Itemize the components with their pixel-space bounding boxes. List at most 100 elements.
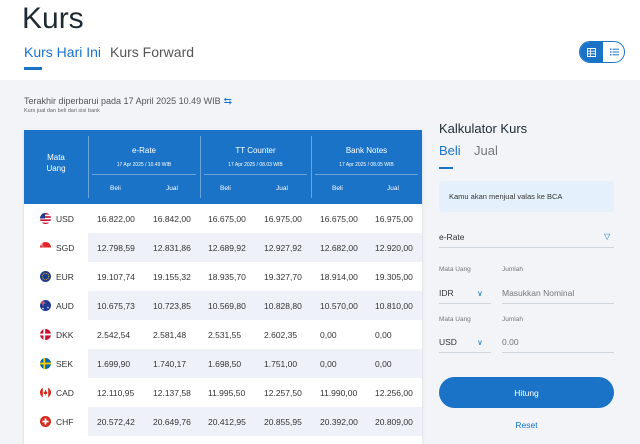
currency-cell: DKK	[24, 320, 88, 349]
table-row: CHF 20.572,42 20.649,76 20.412,95 20.855…	[24, 407, 422, 436]
currency-header: Mata Uang	[24, 152, 88, 174]
from-currency-value: IDR	[439, 288, 454, 298]
table-header: Mata Uang e-Rate 17 Apr 2025 / 10.49 WIB…	[24, 130, 422, 204]
table-row: CAD 12.110,95 12.137,58 11.995,50 12.257…	[24, 378, 422, 407]
currency-code: CHF	[56, 417, 74, 427]
erate-sell: 16.842,00	[153, 214, 191, 224]
subheader-buy: Beli	[332, 185, 343, 192]
tt-sell: 19.327,70	[264, 272, 302, 282]
tt-buy: 10.569,80	[208, 301, 246, 311]
from-currency-select[interactable]: IDR ∨	[439, 288, 491, 304]
table-row: AUD 10.675,73 10.723,85 10.569,80 10.828…	[24, 291, 422, 320]
bn-sell: 16.975,00	[375, 214, 413, 224]
tab-kurs-forward[interactable]: Kurs Forward	[110, 44, 195, 60]
table-row: SEK 1.699,90 1.740,17 1.698,50 1.751,00 …	[24, 349, 422, 378]
tt-buy: 20.412,95	[208, 417, 246, 427]
erate-buy: 1.699,90	[97, 359, 131, 369]
calc-active-tab-indicator	[439, 167, 453, 169]
calc-tab-beli[interactable]: Beli	[439, 143, 461, 158]
tt-sell: 2.602,35	[264, 330, 298, 340]
currency-code: SGD	[56, 243, 75, 253]
bn-buy: 10.570,00	[320, 301, 358, 311]
chevron-down-icon: ∨	[477, 289, 483, 298]
chevron-down-icon: ▽	[604, 232, 611, 241]
calculator-title: Kalkulator Kurs	[439, 121, 528, 136]
currency-cell: USD	[24, 204, 88, 233]
erate-buy: 12.798,59	[97, 243, 135, 253]
header-divider	[204, 174, 307, 175]
bn-buy: 20.392,00	[320, 417, 358, 427]
grid-view-button[interactable]	[580, 42, 603, 62]
tt-buy: 18.935,70	[208, 272, 246, 282]
rate-type-select[interactable]: e-Rate ▽	[439, 232, 614, 248]
reset-link[interactable]: Reset	[515, 420, 538, 430]
page-title: Kurs	[22, 2, 84, 35]
bn-sell: 20.809,00	[375, 417, 413, 427]
subheader-sell: Jual	[387, 185, 399, 192]
currency-cell: CAD	[24, 378, 88, 407]
erate-sell: 12.137,58	[153, 388, 191, 398]
header-divider	[88, 136, 89, 198]
bn-buy: 0,00	[320, 359, 337, 369]
tt-buy: 1.698,50	[208, 359, 242, 369]
table-row: DKK 2.542,54 2.581,48 2.531,55 2.602,35 …	[24, 320, 422, 349]
currency-cell: CHF	[24, 407, 88, 436]
subheader-sell: Jual	[276, 185, 288, 192]
flag-eu-icon	[40, 271, 51, 282]
erate-sell: 1.740,17	[153, 359, 187, 369]
calc-tab-jual[interactable]: Jual	[474, 143, 498, 158]
group-tt-counter: TT Counter	[235, 146, 276, 155]
erate-sell: 12.831,86	[153, 243, 191, 253]
bn-sell: 0,00	[375, 330, 392, 340]
erate-sell: 20.649,76	[153, 417, 191, 427]
table-row: SGD 12.798,59 12.831,86 12.689,92 12.927…	[24, 233, 422, 262]
bn-sell: 0,00	[375, 359, 392, 369]
to-amount-input[interactable]: 0.00	[502, 337, 614, 353]
tt-sell: 12.257,50	[264, 388, 302, 398]
table-row: USD 16.822,00 16.842,00 16.675,00 16.975…	[24, 204, 422, 233]
bn-buy: 0,00	[320, 330, 337, 340]
to-currency-select[interactable]: USD ∨	[439, 337, 491, 353]
list-view-button[interactable]	[603, 42, 624, 62]
erate-sell: 19.155,32	[153, 272, 191, 282]
amount-label: Jumlah	[502, 266, 523, 273]
tt-sell: 16.975,00	[264, 214, 302, 224]
currency-code: CAD	[56, 388, 74, 398]
erate-buy: 20.572,42	[97, 417, 135, 427]
tt-sell: 12.927,92	[264, 243, 302, 253]
rate-note: Kurs jual dan beli dari sisi bank	[24, 108, 100, 114]
bn-buy: 16.675,00	[320, 214, 358, 224]
tab-kurs-hari-ini[interactable]: Kurs Hari Ini	[24, 44, 102, 60]
bn-sell: 19.305,00	[375, 272, 413, 282]
table-row: EUR 19.107,74 19.155,32 18.935,70 19.327…	[24, 262, 422, 291]
erate-buy: 12.110,95	[97, 388, 135, 398]
from-amount-input[interactable]: Masukkan Nominal	[502, 288, 614, 304]
rate-type-value: e-Rate	[439, 232, 465, 242]
flag-dk-icon	[40, 329, 51, 340]
currency-code: DKK	[56, 330, 74, 340]
group-tt-counter-date: 17 Apr 2025 / 08.03 WIB	[228, 162, 283, 168]
erate-buy: 16.822,00	[97, 214, 135, 224]
header-divider	[311, 136, 312, 198]
active-tab-indicator	[24, 67, 42, 70]
group-erate-date: 17 Apr 2025 / 10.49 WIB	[116, 162, 172, 168]
currency-label: Mata Uang	[439, 266, 471, 273]
chevron-down-icon: ∨	[477, 338, 483, 347]
tt-buy: 12.689,92	[208, 243, 246, 253]
refresh-icon[interactable]: ⇆	[223, 96, 233, 107]
header-divider	[200, 136, 201, 198]
flag-au-icon	[40, 300, 51, 311]
currency-cell: EUR	[24, 262, 88, 291]
flag-se-icon	[40, 358, 51, 369]
rates-table: Mata Uang e-Rate 17 Apr 2025 / 10.49 WIB…	[24, 130, 422, 444]
hitung-button[interactable]: Hitung	[439, 377, 614, 408]
erate-buy: 2.542,54	[97, 330, 131, 340]
currency-code: AUD	[56, 301, 74, 311]
tt-buy: 11.995,50	[208, 388, 246, 398]
view-toggle	[579, 41, 625, 63]
tt-sell: 1.751,00	[264, 359, 298, 369]
erate-sell: 10.723,85	[153, 301, 191, 311]
tt-buy: 16.675,00	[208, 214, 246, 224]
tt-sell: 10.828,80	[264, 301, 302, 311]
bn-buy: 11.990,00	[320, 388, 358, 398]
